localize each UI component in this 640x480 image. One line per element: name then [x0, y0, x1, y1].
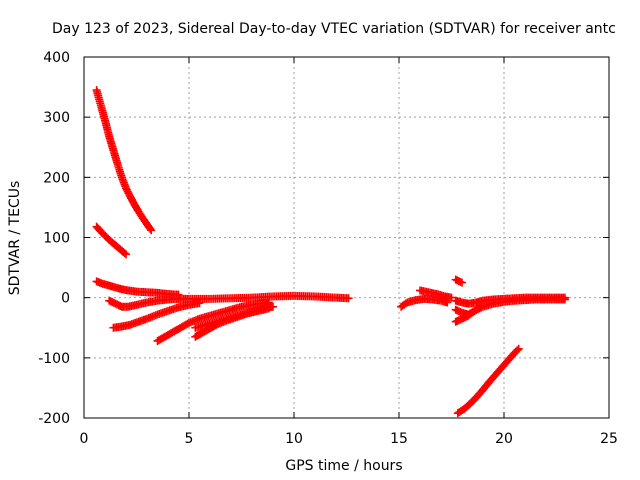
data-point — [447, 293, 456, 302]
data-point — [560, 295, 569, 304]
data-point — [475, 303, 484, 312]
series-arc-2 — [92, 222, 130, 259]
series-arc-15 — [453, 344, 523, 418]
x-axis-label: GPS time / hours — [285, 458, 402, 474]
series-arc-5 — [109, 299, 204, 332]
y-axis-label: SDTVAR / TECUs — [7, 181, 23, 296]
x-tick-label: 0 — [80, 431, 89, 447]
x-tick-label: 10 — [285, 431, 303, 447]
x-tick-label: 20 — [495, 431, 513, 447]
grid — [84, 57, 609, 418]
chart-title: Day 123 of 2023, Sidereal Day-to-day VTE… — [52, 21, 616, 37]
y-tick-label: -200 — [38, 411, 70, 427]
plot-frame — [83, 56, 610, 419]
series-arc-14 — [451, 302, 485, 326]
y-tick-label: 100 — [43, 231, 70, 247]
data-point — [513, 346, 522, 355]
series-arc-10 — [416, 286, 456, 302]
data-point — [344, 294, 353, 303]
series-arc-1 — [92, 86, 156, 235]
axis-ticks: 0 5 10 15 20 25 -200 -100 0 100 200 300 400 — [38, 50, 618, 447]
y-tick-label: 0 — [61, 291, 70, 307]
data-point — [146, 224, 155, 233]
data-point — [122, 250, 130, 259]
data-point — [514, 344, 523, 353]
x-tick-label: 25 — [600, 431, 618, 447]
series-arc-8 — [191, 302, 277, 341]
series-arc-6 — [153, 298, 273, 345]
series-arc-4 — [105, 291, 353, 311]
data-point — [195, 299, 204, 308]
series-arc-3 — [92, 277, 183, 299]
data-point — [147, 226, 156, 235]
y-tick-label: 300 — [43, 110, 70, 126]
series-arc-11 — [451, 275, 466, 287]
data-point — [269, 302, 277, 311]
data-point — [120, 249, 129, 258]
data-point — [458, 278, 466, 287]
y-tick-label: 200 — [43, 170, 70, 186]
data-point — [476, 302, 485, 311]
x-tick-label: 15 — [390, 431, 408, 447]
data-points — [92, 86, 569, 418]
y-tick-label: 400 — [43, 50, 70, 66]
y-tick-label: -100 — [38, 351, 70, 367]
x-tick-label: 5 — [185, 431, 194, 447]
